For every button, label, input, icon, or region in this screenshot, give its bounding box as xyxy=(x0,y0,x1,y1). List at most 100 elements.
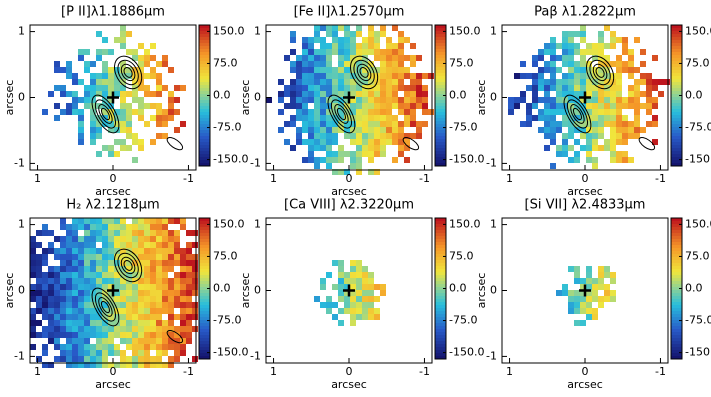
pixel xyxy=(562,61,568,67)
pixel xyxy=(162,121,168,127)
pixel xyxy=(592,290,598,296)
pixel xyxy=(96,121,102,127)
pixel xyxy=(84,230,90,236)
pixel xyxy=(580,121,586,127)
pixel xyxy=(290,61,296,67)
pixel xyxy=(326,67,332,73)
pixel xyxy=(350,73,356,79)
pixel xyxy=(368,284,374,290)
colorbar-step xyxy=(671,341,682,345)
pixel xyxy=(96,284,102,290)
pixel xyxy=(422,97,428,103)
pixel xyxy=(42,230,48,236)
pixel xyxy=(404,145,410,151)
pixel xyxy=(102,254,108,260)
pixel xyxy=(368,61,374,67)
pixel xyxy=(598,67,604,73)
pixel xyxy=(126,31,132,37)
pixel xyxy=(368,296,374,302)
pixel xyxy=(144,356,150,362)
colorbar-step xyxy=(435,127,446,131)
pixel xyxy=(156,284,162,290)
colorbar-step xyxy=(671,338,682,342)
colorbar-step xyxy=(199,46,210,50)
colorbar-step xyxy=(671,290,682,294)
colorbar-step xyxy=(199,311,210,315)
y-tick-label: 0 xyxy=(254,91,261,104)
pixel xyxy=(586,314,592,320)
colorbar-step xyxy=(435,97,446,101)
pixel xyxy=(326,139,332,145)
pixel xyxy=(96,272,102,278)
pixel xyxy=(314,25,320,31)
pixel xyxy=(186,332,192,338)
pixel xyxy=(592,314,598,320)
pixel xyxy=(556,85,562,91)
pixel xyxy=(84,224,90,230)
pixel xyxy=(308,85,314,91)
pixel xyxy=(574,49,580,55)
pixel xyxy=(398,67,404,73)
colorbar-step xyxy=(199,248,210,252)
colorbar-step xyxy=(671,236,682,240)
pixel xyxy=(156,356,162,362)
pixel xyxy=(120,230,126,236)
pixel xyxy=(156,362,162,368)
y-axis-label: arcsec xyxy=(3,80,16,116)
pixel xyxy=(532,79,538,85)
pixel xyxy=(374,308,380,314)
colorbar-step xyxy=(671,242,682,246)
pixel xyxy=(90,236,96,242)
pixel xyxy=(314,133,320,139)
colorbar-step xyxy=(435,251,446,255)
y-tick-label: -1 xyxy=(14,156,25,169)
colorbar-step xyxy=(671,251,682,255)
pixel xyxy=(356,109,362,115)
pixel xyxy=(562,97,568,103)
pixel xyxy=(36,302,42,308)
colorbar-step xyxy=(671,293,682,297)
pixel xyxy=(338,151,344,157)
panel-title: [Si VII] λ2.4833μm xyxy=(525,198,646,213)
colorbar-step xyxy=(435,160,446,164)
pixel xyxy=(150,296,156,302)
pixel xyxy=(616,109,622,115)
pixel xyxy=(132,356,138,362)
pixel xyxy=(634,133,640,139)
pixel xyxy=(126,290,132,296)
colorbar-step xyxy=(199,91,210,95)
pixel xyxy=(102,218,108,224)
pixel xyxy=(326,79,332,85)
colorbar-step xyxy=(671,154,682,158)
pixel xyxy=(60,350,66,356)
pixel xyxy=(90,272,96,278)
pixel xyxy=(102,344,108,350)
pixel xyxy=(562,133,568,139)
pixel xyxy=(150,55,156,61)
pixel xyxy=(332,43,338,49)
colorbar-step xyxy=(671,227,682,231)
pixel xyxy=(96,230,102,236)
pixel xyxy=(356,25,362,31)
pixel xyxy=(604,290,610,296)
colorbar-step xyxy=(671,70,682,74)
pixel xyxy=(72,332,78,338)
pixel xyxy=(96,73,102,79)
pixel xyxy=(308,79,314,85)
pixel xyxy=(622,115,628,121)
pixel xyxy=(314,127,320,133)
colorbar-step xyxy=(671,88,682,92)
pixel xyxy=(150,356,156,362)
colorbar-step xyxy=(199,88,210,92)
pixel xyxy=(72,224,78,230)
pixel xyxy=(168,362,174,368)
colorbar-step xyxy=(435,85,446,89)
colorbar-step xyxy=(435,227,446,231)
pixel xyxy=(422,121,428,127)
colorbar-step xyxy=(671,55,682,59)
pixel xyxy=(320,157,326,163)
pixel xyxy=(410,79,416,85)
pixel xyxy=(616,127,622,133)
pixel xyxy=(314,115,320,121)
pixel xyxy=(150,73,156,79)
